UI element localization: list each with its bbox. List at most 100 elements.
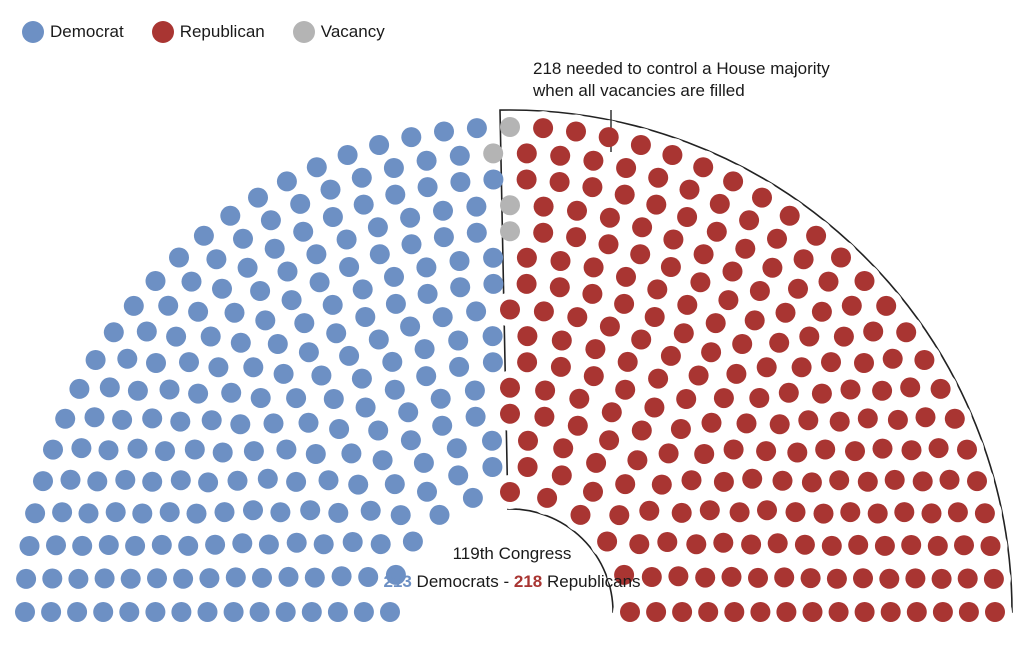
seat-republican [599,207,620,228]
seat-democrat [368,420,389,441]
seat-democrat [433,227,454,248]
seat-republican [840,379,861,400]
seat-republican [583,150,604,171]
seat-democrat [41,602,62,622]
seat-democrat [450,277,471,298]
seat-democrat [243,500,263,521]
seat-republican [550,145,571,166]
seat-democrat [178,535,199,556]
seats [15,117,1005,622]
seat-republican [723,439,744,460]
seat-democrat [252,567,272,588]
seat-republican [811,383,832,404]
seat-republican [749,281,770,301]
seat-republican [721,566,742,587]
seat-republican [921,503,942,524]
seat-republican [767,533,788,554]
seat-democrat [311,365,332,386]
seat-democrat [417,283,438,304]
seat-republican [567,415,588,436]
seat-democrat [243,357,264,378]
seat-democrat [326,323,347,344]
seat-republican [646,194,667,215]
seat-republican [630,244,651,265]
seat-republican [867,503,888,524]
seat-republican [826,568,847,589]
seat-democrat [339,257,360,277]
seat-democrat [232,533,253,554]
seat-democrat [385,293,406,314]
legend-swatch-vacancy [292,21,315,43]
seat-democrat [227,470,248,491]
seat-republican [585,339,606,360]
seat-republican [516,143,537,164]
seat-democrat [483,273,504,294]
seat-republican [723,171,744,192]
seat-democrat [414,339,435,360]
seat-democrat [290,193,311,214]
seat-democrat [446,438,467,459]
seat-republican [793,249,814,270]
seat-democrat [449,356,470,377]
seat-republican [570,504,591,525]
annotation-line-2: when all vacancies are filled [533,81,745,100]
seat-democrat [339,345,360,366]
seat-democrat [462,487,483,508]
seat-democrat [250,281,271,301]
seat-democrat [448,330,469,351]
seat-republican [762,257,783,278]
seat-republican [632,217,653,238]
seat-democrat [300,500,321,521]
seat-democrat [181,271,202,292]
seat-democrat [221,382,242,403]
seat-republican [915,407,936,428]
seat-democrat [466,196,487,217]
seat-democrat [105,502,126,523]
seat-republican [735,238,756,259]
legend-swatch-democrat [22,21,44,43]
seat-democrat [146,353,166,373]
seat-democrat [136,321,157,342]
seat-republican [686,534,707,555]
seat-democrat [449,145,470,166]
seat-republican [879,568,900,589]
seat-democrat [384,379,405,400]
seat-democrat [286,388,307,409]
seat-democrat [466,118,487,139]
seat-democrat [434,121,454,142]
seat-democrat [186,503,207,524]
seat-democrat [220,205,241,226]
seat-republican [698,602,719,622]
seat-republican [736,413,757,434]
seat-democrat [212,278,232,299]
seat-democrat [151,534,172,555]
seat-republican [553,438,574,459]
seat-democrat [390,505,411,526]
seat-democrat [249,602,270,622]
seat-republican [516,273,537,294]
seat-republican [516,169,537,190]
seat-democrat [372,450,393,471]
seat-democrat [173,568,194,589]
seat-democrat [482,430,502,451]
seat-democrat [120,568,141,589]
seat-republican [863,321,884,342]
seat-democrat [212,442,233,463]
seat-republican [828,602,849,622]
seat-republican [516,247,537,268]
seat-democrat [360,500,381,521]
seat-democrat [305,444,326,464]
seat-republican [614,564,635,585]
seat-democrat [278,566,299,587]
seat-republican [616,158,637,178]
seat-democrat [198,472,219,493]
seat-republican [854,602,875,622]
seat-democrat [341,443,362,464]
democrat-label: Democrats [416,572,499,591]
seat-democrat [355,397,376,418]
seat-republican [648,368,669,389]
seat-democrat [331,566,352,587]
seat-democrat [179,352,199,373]
seat-republican [802,602,823,622]
